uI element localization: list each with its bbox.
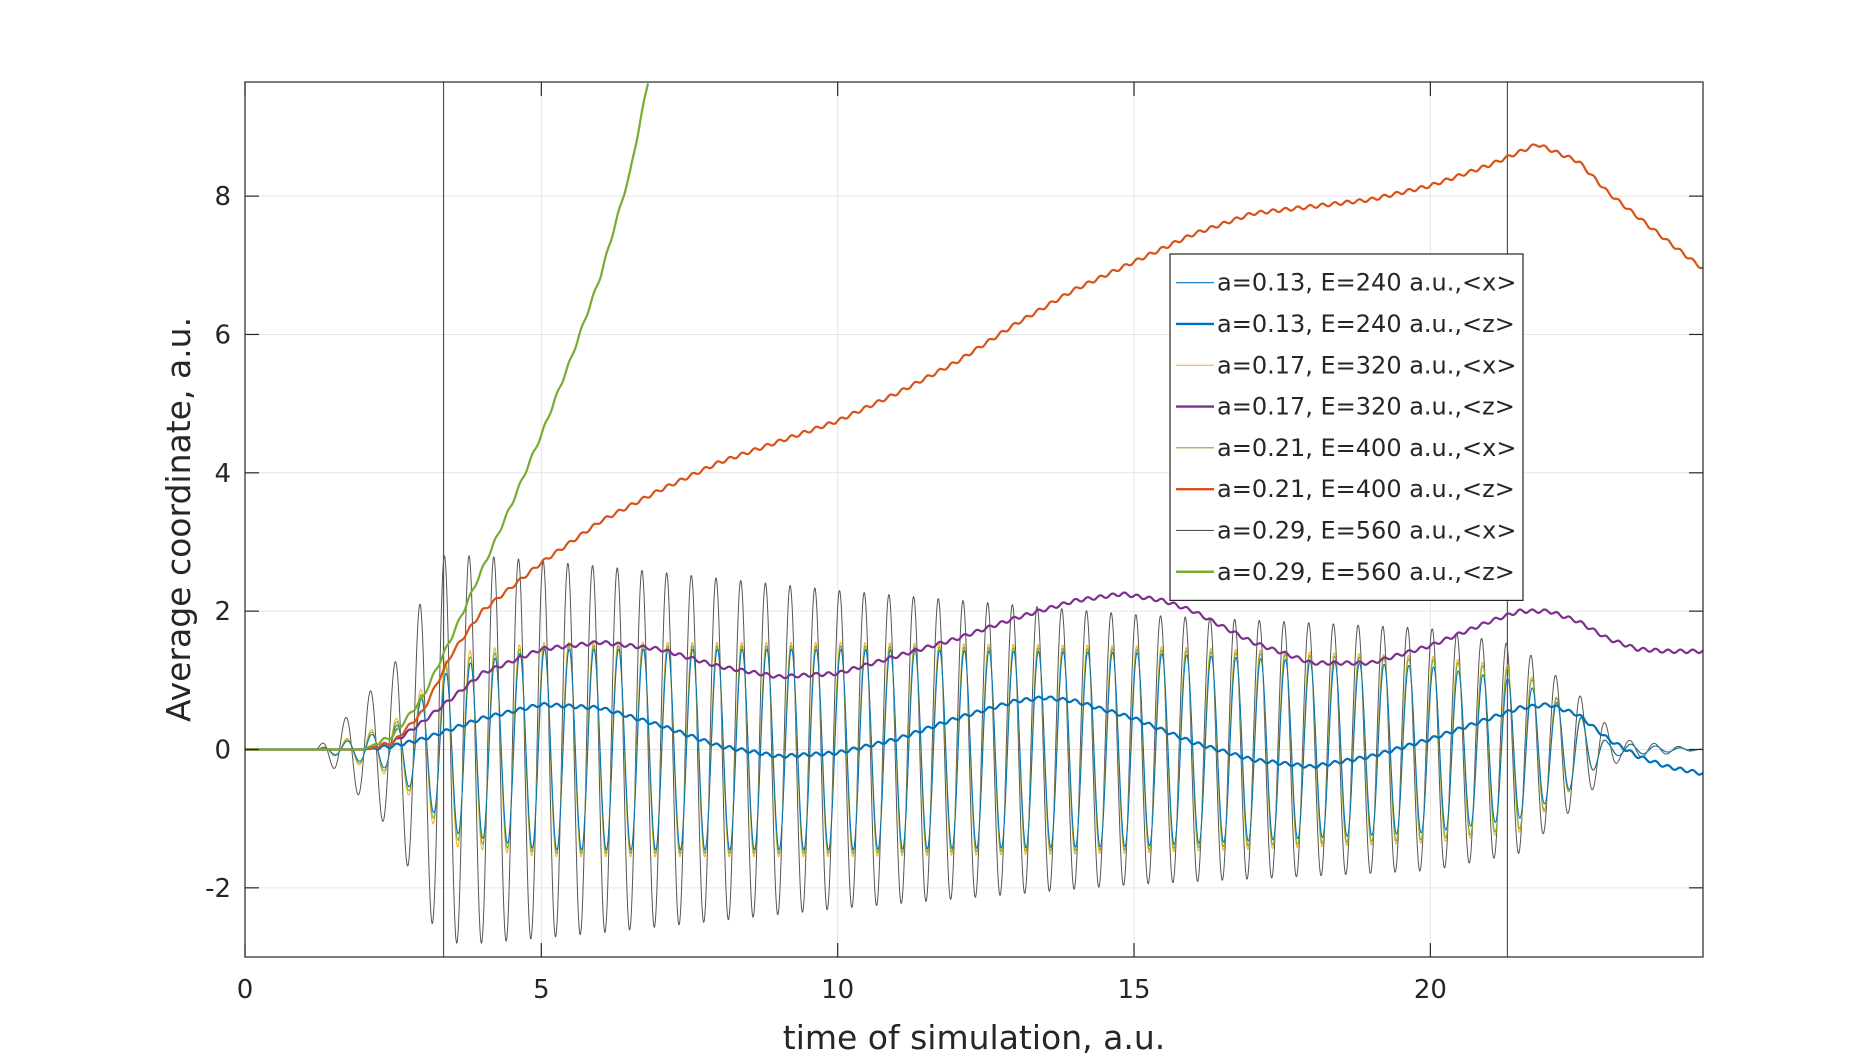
legend-entry: a=0.29, E=560 a.u.,<z> (1217, 558, 1515, 586)
legend-box (1169, 253, 1524, 601)
x-tick-label: 10 (821, 975, 854, 1005)
x-tick-label: 5 (533, 975, 550, 1005)
tick-labels: 0 5 10 15 20 -2 0 2 4 6 8 (205, 182, 1447, 1005)
legend: a=0.13, E=240 a.u.,<x> a=0.13, E=240 a.u.… (1169, 253, 1524, 601)
series-line (245, 143, 1703, 751)
legend-entry: a=0.17, E=320 a.u.,<z> (1217, 393, 1515, 421)
series-line (245, 695, 1703, 776)
y-tick-label: 2 (214, 597, 231, 627)
legend-entry: a=0.21, E=400 a.u.,<z> (1217, 475, 1515, 503)
legend-entry: a=0.13, E=240 a.u.,<z> (1217, 310, 1515, 338)
series-lines (245, 83, 1703, 944)
x-tick-label: 0 (237, 975, 254, 1005)
y-tick-label: 4 (214, 459, 231, 489)
series-line (245, 648, 1703, 851)
axes (244, 81, 1704, 958)
y-tick-label: 0 (214, 735, 231, 765)
x-axis-label: time of simulation, a.u. (783, 1018, 1165, 1057)
x-tick-label: 20 (1414, 975, 1447, 1005)
legend-entry: a=0.13, E=240 a.u.,<x> (1217, 269, 1516, 297)
y-axis-label: Average coordinate, a.u. (159, 317, 198, 722)
y-tick-label: 6 (214, 320, 231, 350)
legend-entry: a=0.29, E=560 a.u.,<x> (1217, 516, 1516, 544)
x-tick-label: 15 (1117, 975, 1150, 1005)
series-line (245, 591, 1703, 751)
legend-entry: a=0.21, E=400 a.u.,<x> (1217, 434, 1516, 462)
legend-entry: a=0.17, E=320 a.u.,<x> (1217, 351, 1516, 379)
y-tick-label: -2 (205, 874, 231, 904)
y-tick-label: 8 (214, 182, 231, 212)
series-line (245, 83, 650, 751)
axes-box (244, 81, 1704, 958)
